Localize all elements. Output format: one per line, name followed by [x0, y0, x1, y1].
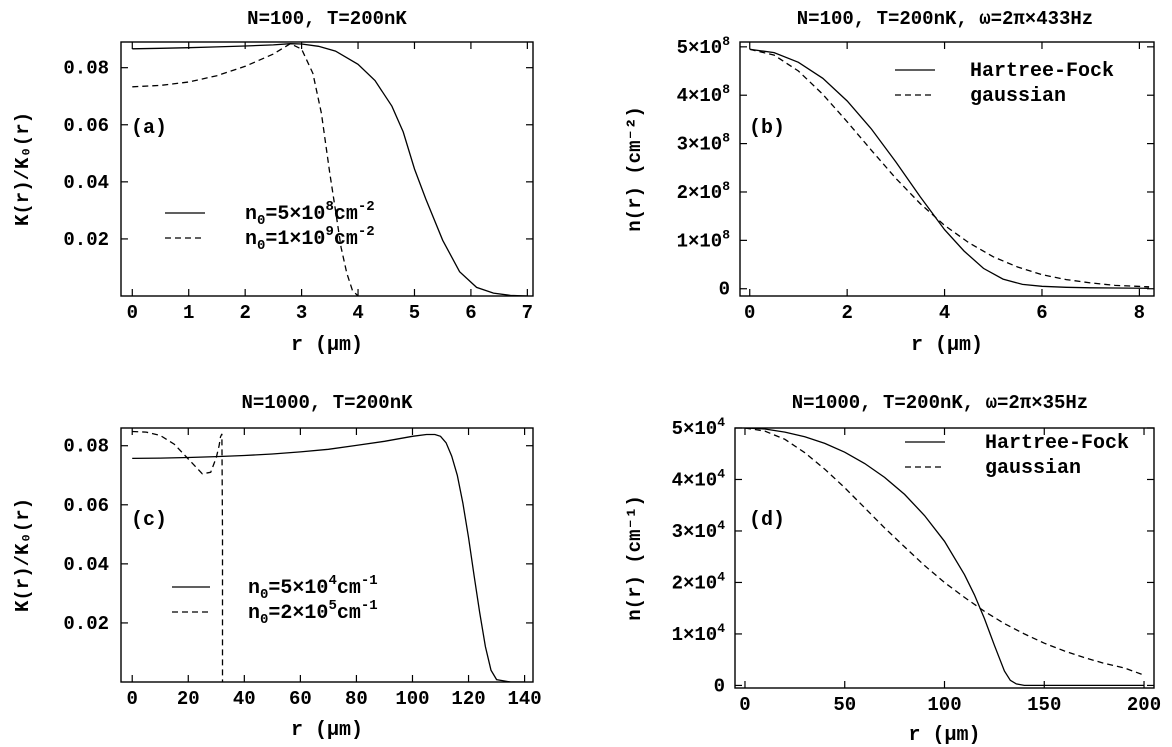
y-axis-label: n(r) (cm⁻¹)	[624, 495, 646, 620]
x-tick-label: 6	[465, 302, 476, 324]
x-tick-label: 2	[239, 302, 250, 324]
legend-entry: Hartree-Fock	[970, 60, 1114, 83]
x-tick-label: 1	[183, 302, 194, 324]
y-tick-label: 5×104	[672, 415, 726, 440]
series-line-solid	[132, 433, 525, 682]
y-axis-label: n(r) (cm⁻²)	[624, 106, 646, 231]
x-tick-label: 200	[1127, 694, 1161, 716]
legend-entry: Hartree-Fock	[985, 432, 1129, 455]
x-tick-label: 2	[841, 302, 852, 324]
x-tick-label: 20	[177, 688, 200, 710]
y-tick-label: 0	[714, 675, 725, 697]
y-tick-label: 4×104	[672, 466, 726, 491]
plot-frame	[120, 41, 534, 297]
x-axis-label: r (μm)	[291, 334, 363, 357]
panel-label: (a)	[131, 117, 167, 140]
panel-label: (b)	[749, 117, 785, 140]
y-tick-label: 3×104	[672, 518, 726, 543]
series-line-solid	[132, 43, 528, 296]
x-tick-label: 0	[127, 688, 138, 710]
plot-frame	[734, 427, 1155, 689]
panel-d: N=1000, T=200nK, ω=2π×35Hz 0 50 100 150 200 0 1…	[624, 392, 1161, 747]
x-tick-label: 80	[345, 688, 368, 710]
plot-frame	[739, 41, 1155, 297]
x-tick-label: 100	[927, 694, 961, 716]
legend-entry: n0=5×104cm-1	[248, 573, 378, 603]
legend-entry: n0=5×108cm-2	[245, 199, 375, 229]
panel-label: (c)	[131, 509, 167, 532]
y-tick-label: 3×108	[677, 131, 731, 156]
x-axis-label: r (μm)	[291, 719, 363, 742]
x-tick-label: 40	[233, 688, 256, 710]
x-tick-label: 8	[1134, 302, 1145, 324]
y-tick-label: 0.02	[63, 613, 109, 635]
y-tick-label: 2×108	[677, 179, 731, 204]
y-tick-label: 4×108	[677, 82, 731, 107]
y-axis-label: K(r)/K₀(r)	[12, 112, 34, 226]
chart-title: N=1000, T=200nK, ω=2π×35Hz	[792, 392, 1088, 414]
x-tick-label: 140	[507, 688, 541, 710]
series-line-dashed	[132, 430, 224, 682]
panel-a: N=100, T=200nK 0 1 2 3 4 5 6 7 0.02 0.04 0.06 0.08 r …	[12, 8, 534, 357]
y-tick-label: 1×104	[672, 621, 726, 646]
panel-b: N=100, T=200nK, ω=2π×433Hz 0 2 4 6 8 0 1×108 2×1…	[624, 8, 1155, 357]
y-tick-label: 1×108	[677, 227, 731, 252]
chart-title: N=100, T=200nK, ω=2π×433Hz	[797, 8, 1093, 30]
y-tick-label: 0.06	[63, 115, 109, 137]
y-tick-label: 0.02	[63, 229, 109, 251]
y-tick-label: 2×104	[672, 569, 726, 594]
series-line-dashed	[132, 42, 359, 296]
x-tick-label: 50	[833, 694, 856, 716]
series-line-dashed	[744, 428, 1145, 676]
x-axis-label: r (μm)	[911, 334, 983, 357]
legend-entry: gaussian	[985, 457, 1081, 480]
chart-title: N=100, T=200nK	[247, 8, 407, 30]
x-tick-label: 3	[296, 302, 307, 324]
x-tick-label: 6	[1036, 302, 1047, 324]
x-tick-label: 150	[1027, 694, 1061, 716]
x-tick-label: 100	[395, 688, 429, 710]
x-tick-label: 120	[451, 688, 485, 710]
legend-entry: n0=2×105cm-1	[248, 598, 378, 628]
y-tick-label: 5×108	[677, 34, 731, 59]
x-tick-label: 0	[127, 302, 138, 324]
x-tick-label: 7	[522, 302, 533, 324]
chart-title: N=1000, T=200nK	[241, 392, 413, 414]
x-tick-label: 0	[739, 694, 750, 716]
x-tick-label: 4	[352, 302, 363, 324]
legend-entry: gaussian	[970, 85, 1066, 108]
series-line-dashed	[749, 48, 1150, 288]
y-tick-label: 0.06	[63, 495, 109, 517]
series-line-solid	[744, 428, 1144, 687]
y-tick-label: 0.08	[63, 436, 109, 458]
plot-frame	[120, 427, 534, 683]
y-tick-label: 0.04	[63, 554, 109, 576]
x-tick-label: 5	[409, 302, 420, 324]
y-tick-label: 0	[719, 279, 730, 301]
x-tick-label: 60	[289, 688, 312, 710]
legend-entry: n0=1×109cm-2	[245, 224, 375, 254]
series-line-solid	[749, 48, 1150, 289]
panel-c: N=1000, T=200nK 0 20 40 60 80 100 120 140 0.02 0.0…	[12, 392, 542, 742]
panel-label: (d)	[749, 509, 785, 532]
y-tick-label: 0.08	[63, 58, 109, 80]
x-tick-label: 4	[939, 302, 950, 324]
y-axis-label: K(r)/K₀(r)	[12, 498, 34, 612]
y-tick-label: 0.04	[63, 172, 109, 194]
x-axis-label: r (μm)	[908, 724, 980, 747]
x-tick-label: 0	[744, 302, 755, 324]
